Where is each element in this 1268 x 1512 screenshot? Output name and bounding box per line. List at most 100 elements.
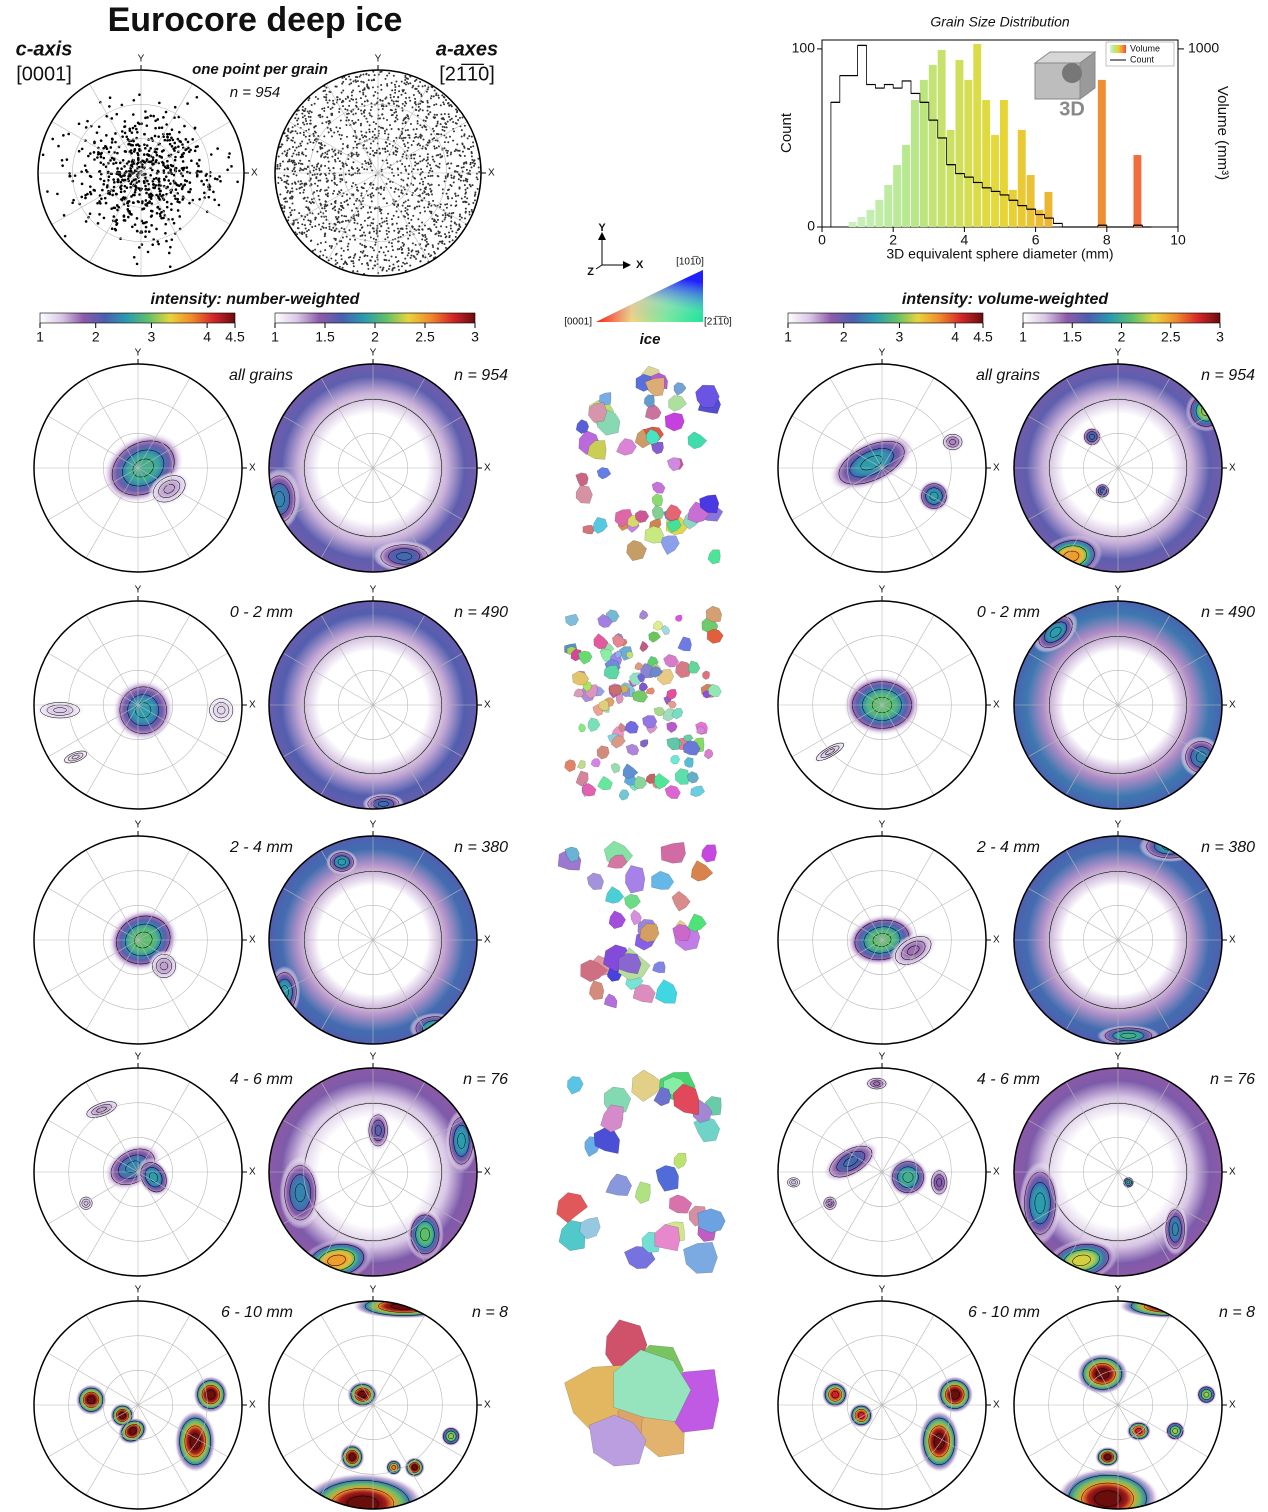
scatter-dot xyxy=(468,213,471,216)
scatter-dot xyxy=(430,212,433,215)
scatter-dot xyxy=(283,206,286,209)
contour-line xyxy=(197,1380,225,1409)
colorbar-tick-label: 1.5 xyxy=(1063,329,1083,345)
scatter-dot xyxy=(433,104,436,107)
grain xyxy=(613,1349,692,1422)
contour-line xyxy=(457,1132,466,1149)
scatter-dot xyxy=(131,113,135,116)
scatter-dot xyxy=(160,216,163,220)
scatter-dot xyxy=(181,160,185,163)
colorbar-tick-label: 1.5 xyxy=(315,329,335,345)
scatter-dot xyxy=(401,162,404,165)
scatter-dot xyxy=(280,179,283,182)
scatter-dot xyxy=(373,74,376,77)
grain xyxy=(587,440,607,460)
grain xyxy=(598,699,610,711)
scatter-dot xyxy=(392,174,395,177)
scatter-dot xyxy=(330,245,333,248)
scatter-dot xyxy=(166,159,169,163)
scatter-dot xyxy=(162,169,166,172)
scatter-dot xyxy=(450,184,453,187)
scatter-dot xyxy=(204,174,208,177)
grain xyxy=(675,660,692,679)
contour-line xyxy=(1029,1182,1051,1225)
scatter-dot xyxy=(440,235,443,238)
grain xyxy=(567,1076,584,1095)
scatter-dot xyxy=(347,169,350,172)
pole-figure xyxy=(778,1068,986,1276)
scatter-dot xyxy=(138,93,141,97)
scatter-dot xyxy=(357,108,360,111)
scatter-dot xyxy=(428,184,431,187)
scatter-dot xyxy=(289,211,292,214)
scatter-dot xyxy=(346,95,349,98)
scatter-dot xyxy=(195,95,199,99)
scatter-dot xyxy=(179,182,183,186)
scatter-dot xyxy=(388,166,391,169)
contour-line xyxy=(1165,1209,1185,1249)
volume-bar xyxy=(1133,155,1142,227)
scatter-dot xyxy=(399,235,402,238)
scatter-dot xyxy=(372,237,375,240)
scatter-dot xyxy=(363,87,366,90)
scatter-dot xyxy=(336,98,339,101)
scatter-dot xyxy=(149,173,152,177)
scatter-dot xyxy=(416,114,419,117)
scatter-dot xyxy=(172,221,176,225)
contour-line xyxy=(931,1170,948,1195)
grain xyxy=(659,535,680,556)
scatter-dot xyxy=(371,255,374,258)
scatter-dot xyxy=(326,153,329,156)
contour-line xyxy=(121,1420,145,1442)
scatter-dot xyxy=(95,131,99,134)
scatter-dot xyxy=(352,98,355,101)
scatter-dot xyxy=(438,240,441,243)
grain-map xyxy=(556,1069,726,1274)
scatter-dot xyxy=(381,108,384,111)
grain xyxy=(612,634,626,648)
scatter-dot xyxy=(366,85,369,88)
scatter-dot xyxy=(322,222,325,225)
scatter-dot xyxy=(405,96,408,99)
pole-y-label: Y xyxy=(135,348,142,359)
contour-line xyxy=(1172,1428,1179,1434)
colorbar-title: intensity: volume-weighted xyxy=(902,291,1109,308)
scatter-dot xyxy=(181,174,185,178)
contour-line xyxy=(410,1214,440,1255)
colorbar-tick-label: 4 xyxy=(951,329,959,345)
scatter-dot xyxy=(328,90,331,93)
scatter-dot xyxy=(414,133,417,136)
scatter-dot xyxy=(352,260,355,263)
axis-glyph xyxy=(598,232,606,240)
scatter-dot xyxy=(133,223,137,226)
scatter-dot xyxy=(420,134,423,137)
scatter-dot xyxy=(163,178,166,182)
grain xyxy=(593,633,609,650)
scatter-dot xyxy=(311,164,314,167)
scatter-dot xyxy=(460,174,463,177)
scatter-dot xyxy=(431,170,434,173)
scatter-dot xyxy=(398,90,401,93)
scatter-dot xyxy=(325,96,328,99)
scatter-dot xyxy=(200,179,203,183)
scatter-dot xyxy=(416,205,419,208)
scatter-dot xyxy=(301,223,304,226)
scatter-dot xyxy=(375,122,378,125)
scatter-dot xyxy=(431,138,434,141)
scatter-dot xyxy=(440,133,443,136)
pole-y-label: Y xyxy=(135,820,142,831)
scatter-dot xyxy=(430,254,433,257)
scatter-dot xyxy=(154,126,157,130)
scatter-dot xyxy=(341,82,344,85)
colorbar-tick-label: 2 xyxy=(1118,329,1126,345)
contour-line xyxy=(867,1077,887,1090)
scatter-dot xyxy=(435,154,438,157)
volume-bar xyxy=(857,217,866,227)
scatter-dot xyxy=(389,96,392,99)
scatter-dot xyxy=(380,208,383,211)
scatter-dot xyxy=(293,141,296,144)
scatter-dot xyxy=(382,127,385,130)
scatter-dot xyxy=(356,167,359,170)
scatter-dot xyxy=(434,213,437,216)
scatter-dot xyxy=(149,197,153,200)
